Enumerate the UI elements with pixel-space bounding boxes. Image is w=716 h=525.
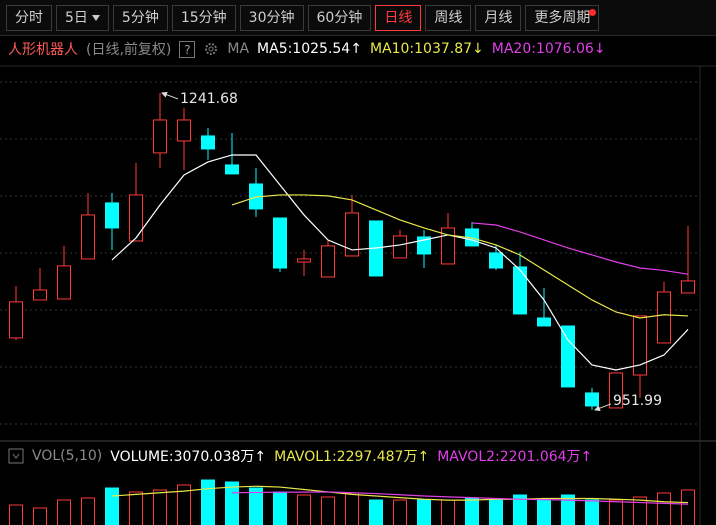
candle-body (441, 227, 455, 265)
volume-bar (201, 479, 215, 525)
volume-bar (609, 499, 623, 525)
volume-bar (417, 499, 431, 525)
period-tab[interactable]: 60分钟 (307, 4, 372, 31)
collapse-icon[interactable] (8, 448, 24, 464)
candle-body (201, 135, 215, 150)
volume-bar (33, 507, 47, 525)
ma-line (111, 154, 689, 371)
legend-entry: MAVOL1:2297.487万↑ (274, 449, 430, 465)
volume-value: VOLUME:3070.038万↑ (110, 449, 267, 465)
indicator-name: MA (227, 41, 250, 57)
volume-title: VOL(5,10) (32, 448, 103, 464)
annotation-arrow (161, 91, 179, 100)
legend-entry: MA5:1025.54↑ (257, 41, 362, 57)
chart-subtitle: (日线,前复权) (86, 42, 172, 58)
volume-bar (177, 484, 191, 525)
annotation-arrow (594, 403, 612, 411)
period-tab[interactable]: 5分钟 (112, 4, 168, 31)
ma-line (231, 491, 689, 505)
dropdown-icon (91, 14, 100, 21)
ma-line (471, 222, 689, 275)
volume-bar (393, 499, 407, 525)
volume-bar (465, 497, 479, 525)
volume-bar (9, 504, 23, 525)
candle-body (81, 214, 95, 260)
candle-body (585, 392, 599, 407)
candle-body (561, 325, 575, 388)
help-button[interactable]: ? (179, 40, 196, 58)
volume-bar (681, 489, 695, 525)
legend-entry: MAVOL2:2201.064万↑ (437, 449, 593, 465)
candle-body (177, 119, 191, 142)
settings-icon[interactable] (203, 41, 219, 57)
candle-body (609, 372, 623, 409)
volume-bar (537, 499, 551, 525)
price-legend: 人形机器人 (日线,前复权) ? MA MA5:1025.54↑ MA10:103… (8, 38, 606, 60)
candle-body (489, 252, 503, 269)
volume-bar (81, 497, 95, 525)
volume-bar (225, 481, 239, 525)
volume-bar (321, 496, 335, 525)
candle-body (657, 291, 671, 344)
period-tab[interactable]: 15分钟 (171, 4, 236, 31)
legend-entry: MA10:1037.87↓ (369, 41, 484, 57)
volume-bar (57, 499, 71, 525)
candle-body (225, 164, 239, 175)
chart-title: 人形机器人 (8, 42, 78, 58)
period-tab[interactable]: 30分钟 (239, 4, 304, 31)
volume-bar (489, 499, 503, 525)
ma-line (111, 485, 689, 504)
period-tab[interactable]: 分时 (6, 4, 52, 31)
candle-body (57, 265, 71, 300)
volume-bar (105, 487, 119, 525)
period-tab[interactable]: 日线 (375, 4, 422, 31)
volume-bar (633, 496, 647, 525)
period-tab[interactable]: 5日 (56, 4, 109, 31)
high-label: 1241.68 (180, 91, 238, 107)
candle-body (9, 301, 23, 339)
volume-legend: VOL(5,10) VOLUME:3070.038万↑ MAVOL1:2297.4… (8, 445, 592, 467)
candle-body (129, 194, 143, 242)
volume-bar (153, 489, 167, 525)
period-tab[interactable]: 月线 (475, 4, 522, 31)
period-tab[interactable]: 更多周期 (525, 4, 600, 31)
volume-bar (585, 499, 599, 525)
candle-body (273, 217, 287, 269)
ma-line (231, 194, 689, 319)
candle-body (393, 235, 407, 259)
candle-body (33, 289, 47, 301)
volume-bar (513, 494, 527, 525)
volume-bar (129, 491, 143, 525)
notification-dot (589, 8, 597, 16)
volume-bar (345, 492, 359, 525)
period-tabs: 分时 5日 5分钟 15分钟 30分钟 60分钟 日线 周线 月线 更多周期 (0, 0, 716, 36)
legend-entry: MA20:1076.06↓ (491, 41, 606, 57)
volume-bar (273, 491, 287, 525)
candle-body (153, 119, 167, 154)
candle-body (345, 212, 359, 257)
volume-bar (657, 492, 671, 525)
candle-body (297, 258, 311, 263)
volume-bar (561, 494, 575, 525)
volume-bar (441, 499, 455, 525)
candle-body (321, 245, 335, 278)
candle-body (681, 280, 695, 294)
candle-body (537, 317, 551, 327)
candle-body (513, 266, 527, 315)
period-tab[interactable]: 周线 (425, 4, 472, 31)
volume-bar (369, 499, 383, 525)
candle-body (633, 315, 647, 376)
volume-bar (297, 494, 311, 525)
volume-bar (249, 487, 263, 525)
low-label: 951.99 (613, 393, 662, 409)
candle-body (105, 202, 119, 229)
